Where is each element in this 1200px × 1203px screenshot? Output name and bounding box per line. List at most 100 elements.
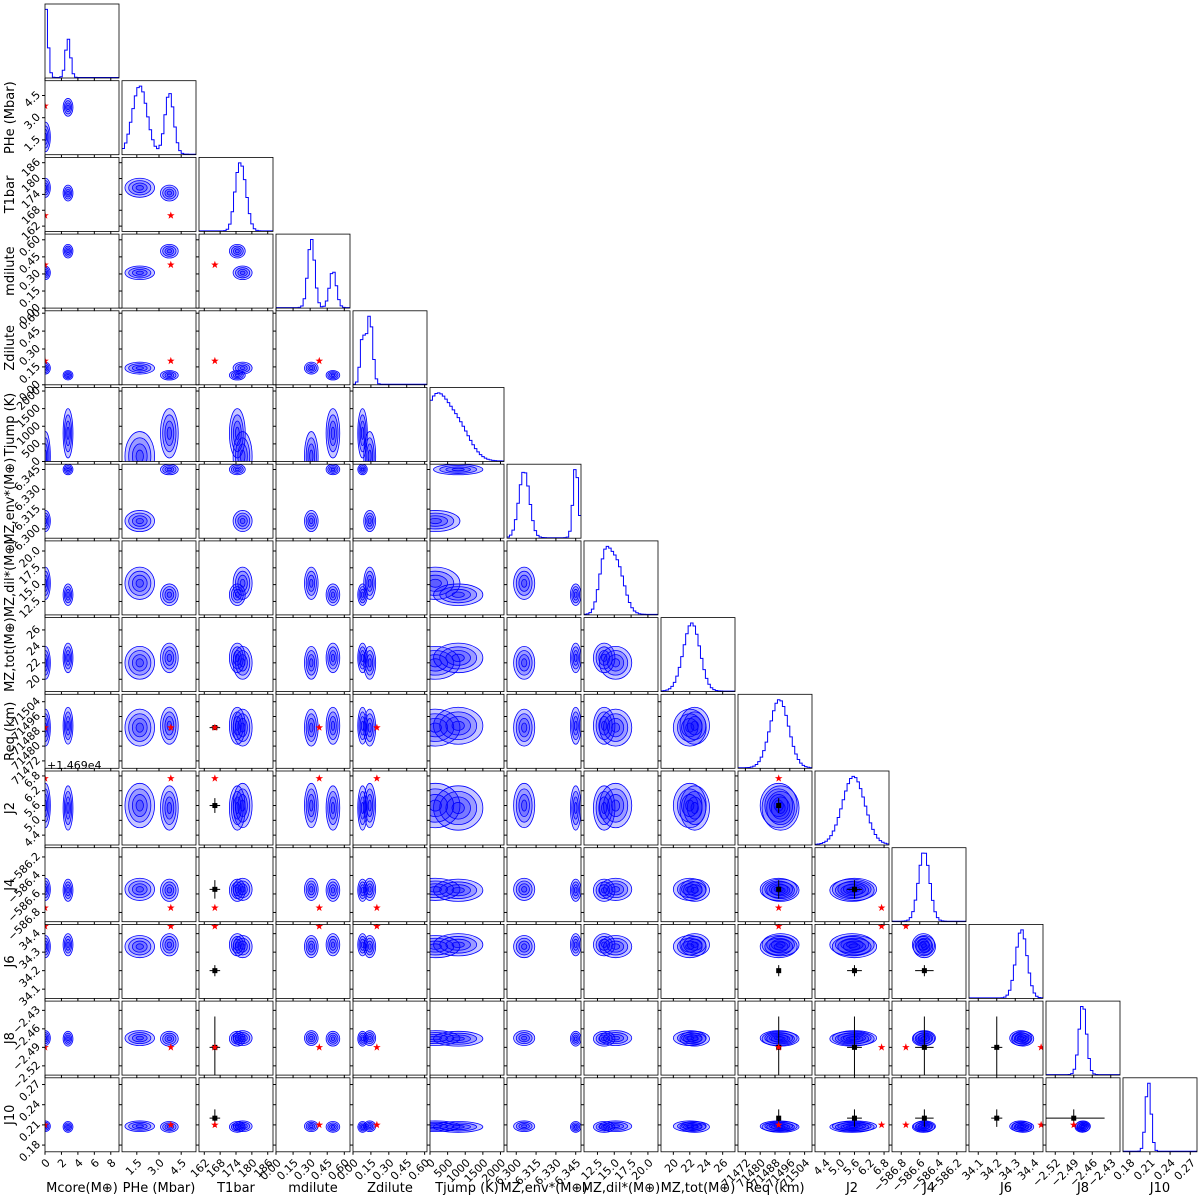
contour: [593, 933, 616, 957]
x-tick-label: 1.5: [123, 1156, 145, 1178]
contour: [367, 722, 372, 733]
contour: [232, 510, 253, 532]
contour: [357, 1030, 368, 1047]
contour: [307, 574, 316, 592]
histogram: [815, 775, 889, 845]
contour: [766, 936, 795, 954]
contour: [430, 578, 442, 588]
panel-frame: [429, 770, 505, 846]
contour: [305, 437, 317, 462]
contour: [234, 426, 240, 440]
contour: [846, 1036, 858, 1041]
y-tick-label: 24: [24, 639, 43, 658]
panel-frame: [429, 540, 505, 616]
truth-star: [373, 723, 381, 731]
panel: [353, 315, 427, 385]
panel-frame: [121, 1077, 197, 1153]
panel: [124, 1120, 179, 1133]
contour: [601, 653, 608, 662]
contour: [128, 788, 152, 823]
contour: [521, 658, 528, 668]
contour: [232, 247, 242, 255]
contour: [128, 713, 152, 742]
y-tick-label: 3.0: [22, 111, 44, 133]
panel-frame: [198, 156, 274, 232]
contour: [131, 268, 148, 277]
truth-star: [167, 723, 175, 731]
x-axis-label: MZ,env*(M⊕): [501, 1181, 588, 1196]
contour: [679, 706, 710, 745]
histogram: [661, 622, 735, 692]
contour: [601, 1036, 608, 1041]
contour: [128, 437, 152, 462]
contour: [761, 933, 800, 957]
panel: [304, 356, 341, 381]
panel: [276, 239, 350, 309]
panel: [513, 1120, 581, 1133]
contour: [307, 940, 316, 953]
y-axis-label: J2: [3, 802, 18, 815]
y-tick-label: 1.5: [22, 133, 44, 155]
panel: [211, 356, 253, 381]
contour: [367, 799, 372, 812]
contour: [840, 938, 864, 951]
contour: [518, 717, 530, 738]
panel: [209, 1109, 253, 1133]
contour: [690, 941, 699, 948]
contour: [237, 268, 248, 277]
contour: [135, 366, 144, 370]
panel: [357, 924, 381, 959]
contour: [330, 467, 336, 472]
contour: [601, 887, 608, 894]
panel-frame: [506, 924, 582, 999]
contour: [367, 1124, 372, 1128]
panel-frame: [352, 617, 428, 692]
contour: [65, 588, 71, 601]
contour: [131, 654, 148, 672]
contour: [367, 578, 372, 588]
panel-frame: [660, 617, 736, 692]
contour: [451, 1036, 465, 1041]
panel: [45, 177, 74, 219]
panel: [357, 1030, 381, 1051]
contour: [360, 591, 365, 598]
contour: [166, 591, 172, 598]
panel: [738, 699, 812, 769]
contour: [45, 125, 50, 149]
panel: [759, 877, 800, 912]
contour: [329, 1034, 337, 1043]
panel: [45, 774, 74, 831]
contour: [329, 938, 337, 951]
panel-frame: [44, 693, 120, 769]
contour: [430, 570, 455, 596]
truth-star: [45, 924, 49, 930]
contour: [360, 1125, 365, 1129]
contour: [66, 1125, 70, 1129]
panel: [430, 877, 484, 902]
panel: [304, 1030, 341, 1051]
contour: [66, 467, 70, 472]
truth-star: [902, 1120, 910, 1129]
contour: [513, 877, 536, 901]
contour: [65, 938, 71, 951]
panel-frame: [583, 924, 659, 999]
contour: [135, 658, 144, 668]
observed-point: [921, 1115, 927, 1121]
contour: [232, 650, 242, 666]
contour: [686, 716, 703, 736]
truth-star: [315, 356, 324, 365]
contour: [690, 1036, 699, 1041]
contour: [433, 642, 484, 674]
contour: [66, 249, 70, 254]
panel-frame: [275, 847, 351, 923]
observed-point: [776, 803, 782, 809]
panel-frame: [506, 847, 582, 923]
x-tick-label: 8: [104, 1156, 118, 1170]
contour: [124, 782, 155, 829]
contour: [917, 1034, 930, 1043]
panel-frame: [891, 847, 967, 923]
panel: [991, 1016, 1043, 1076]
contour: [329, 650, 337, 666]
panel: [304, 774, 341, 831]
contour: [513, 566, 536, 600]
